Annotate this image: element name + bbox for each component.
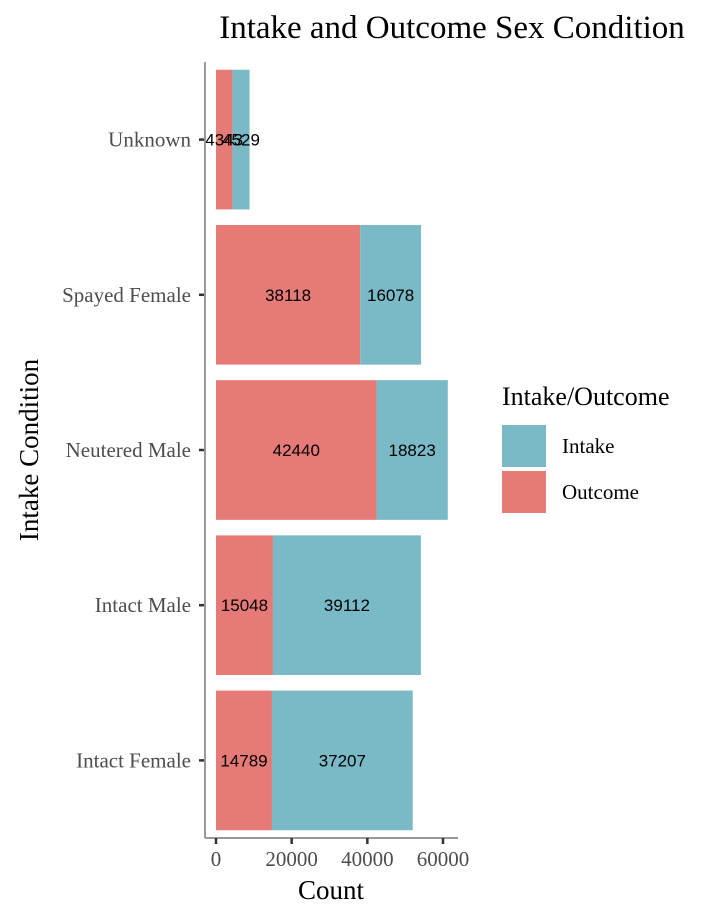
bar-unknown-intake (232, 69, 250, 210)
data-label-intact-male-outcome: 15048 (221, 596, 268, 615)
bar-unknown-outcome (216, 69, 233, 210)
y-tick-label-neutered-male: Neutered Male (66, 438, 191, 462)
bar-neutered-male-outcome (216, 380, 377, 520)
axes-layer: Unknown Spayed Female Neutered Male Intact … (62, 62, 469, 871)
y-axis-title: Intake Condition (14, 358, 44, 541)
x-axis-title: Count (298, 875, 365, 905)
y-tick-label-unknown: Unknown (108, 128, 191, 152)
data-label-intact-female-outcome: 14789 (220, 751, 267, 770)
data-label-neutered-male-outcome: 42440 (273, 441, 320, 460)
x-tick-label: 40000 (341, 847, 394, 871)
y-tick-label-intact-female: Intact Female (76, 748, 191, 772)
chart-title: Intake and Outcome Sex Condition (219, 10, 685, 46)
x-tick-label: 0 (211, 847, 222, 871)
data-label-unknown-outcome: 4343 (205, 131, 243, 150)
bar-intact-male-intake (272, 535, 421, 676)
bar-intact-female-intake (271, 690, 413, 831)
legend-key-outcome (502, 471, 546, 513)
data-label-intact-male-intake: 39112 (324, 596, 370, 615)
y-tick-label-intact-male: Intact Male (95, 593, 191, 617)
x-tick-label: 60000 (417, 847, 470, 871)
legend-title: Intake/Outcome (502, 382, 670, 411)
data-label-spayed-female-outcome: 38118 (265, 286, 311, 305)
bar-neutered-male-intake (376, 380, 448, 520)
bar-intact-female-outcome (216, 690, 272, 831)
data-label-intact-female-intake: 37207 (319, 751, 366, 770)
bar-spayed-female-outcome (216, 224, 361, 365)
legend-key-intake (502, 425, 546, 467)
bar-spayed-female-intake (360, 224, 422, 365)
x-tick-label: 20000 (265, 847, 318, 871)
data-label-unknown-intake: 4529 (222, 131, 260, 150)
y-tick-label-spayed-female: Spayed Female (62, 283, 191, 307)
legend-label-outcome: Outcome (562, 480, 639, 504)
bars-layer (216, 69, 448, 831)
legend: Intake/Outcome Intake Outcome (502, 382, 670, 513)
bar-intact-male-outcome (216, 535, 273, 676)
data-label-spayed-female-intake: 16078 (367, 286, 414, 305)
legend-label-intake: Intake (562, 434, 614, 458)
data-label-neutered-male-intake: 18823 (389, 441, 436, 460)
